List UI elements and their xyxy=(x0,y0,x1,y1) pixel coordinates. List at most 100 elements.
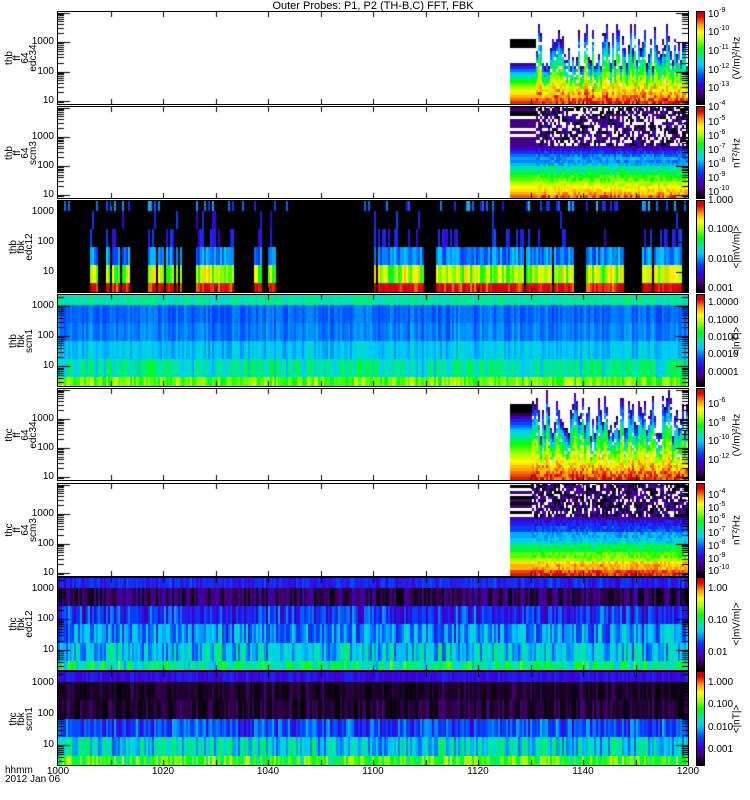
colorbar-gradient xyxy=(697,295,704,386)
y-tick-label: 10 xyxy=(42,360,54,372)
panel-label: thc fbk edc12 xyxy=(8,610,35,638)
colorbar-tick-base: 10 xyxy=(708,528,720,540)
colorbar-tick-base: 10 xyxy=(708,553,720,565)
colorbar-tick-label: 1.000 xyxy=(708,677,734,688)
colorbar-tick-label: 0.0010 xyxy=(708,349,739,361)
colorbar-tick-exponent: -10 xyxy=(719,185,730,193)
colorbar-tick-exponent: -5 xyxy=(719,114,726,122)
colorbar-tick-label: 10-10 xyxy=(708,25,729,39)
colorbar-tick-exponent: -6 xyxy=(719,128,726,136)
colorbar-unit-label: <|mV/m|> xyxy=(731,225,743,268)
colorbar-tick-label: 10-12 xyxy=(708,453,730,467)
spectrogram-image xyxy=(58,672,688,765)
colorbar-tick-label: 0.001 xyxy=(708,744,734,756)
y-tick-label: 1000 xyxy=(31,677,54,689)
colorbar xyxy=(696,388,705,481)
colorbar-gradient xyxy=(697,672,704,765)
colorbar-tick-base: 10 xyxy=(708,83,720,95)
y-tick-label: 1000 xyxy=(31,36,54,48)
y-tick-label: 10 xyxy=(42,94,54,106)
spectrogram-image xyxy=(58,12,688,104)
x-tick-label: 1100 xyxy=(362,766,384,777)
colorbar-tick-exponent: -10 xyxy=(719,434,730,442)
colorbar-tick-base: 10 xyxy=(708,515,720,527)
colorbar xyxy=(696,106,705,199)
colorbar-unit-label: (V/m)²/Hz xyxy=(731,36,743,80)
colorbar-tick-base: 10 xyxy=(708,417,720,429)
colorbar xyxy=(696,671,705,766)
colorbar-unit-label: (V/m)²/Hz xyxy=(731,413,743,456)
spectrogram-image xyxy=(58,578,688,670)
colorbar-tick-exponent: -4 xyxy=(719,488,726,496)
panel-label-line: scm1 xyxy=(24,328,35,353)
colorbar-tick-exponent: -11 xyxy=(719,43,729,51)
colorbar-tick-label: 10-6 xyxy=(708,396,726,411)
y-tick-label: 10 xyxy=(42,471,54,483)
colorbar-unit-label: <|nT|> xyxy=(731,326,743,355)
colorbar-tick-label: 10-7 xyxy=(708,142,726,157)
colorbar-tick-base: 10 xyxy=(708,102,720,114)
panel-label-line: scm3 xyxy=(28,518,39,542)
colorbar xyxy=(696,200,705,293)
spectrogram-panel-2 xyxy=(57,106,689,199)
panel-label: thb ff 64 scm3 xyxy=(4,141,39,165)
colorbar-tick-exponent: -4 xyxy=(719,100,726,108)
y-tick-label: 10 xyxy=(42,189,54,201)
colorbar-tick-base: 10 xyxy=(708,45,720,57)
colorbar-unit-label: <|mV/m|> xyxy=(731,602,743,646)
colorbar-tick-exponent: -7 xyxy=(719,142,726,150)
colorbar-tick-base: 10 xyxy=(708,144,720,156)
panel-label-line: edc34 xyxy=(28,420,39,449)
colorbar-tick-base: 10 xyxy=(708,130,720,142)
colorbar-tick-label: 10-10 xyxy=(708,185,730,199)
colorbar-tick-exponent: -8 xyxy=(719,156,726,164)
colorbar-tick-base: 10 xyxy=(708,398,720,410)
colorbar-tick-base: 10 xyxy=(708,27,720,39)
y-tick-label: 100 xyxy=(37,65,54,77)
colorbar-tick-label: 10-8 xyxy=(708,156,726,171)
colorbar-tick-label: 10-9 xyxy=(708,6,726,21)
colorbar-tick-label: 1.0000 xyxy=(708,297,739,309)
colorbar-tick-exponent: -9 xyxy=(719,170,726,178)
colorbar-tick-label: 0.100 xyxy=(708,699,734,711)
colorbar-tick-base: 10 xyxy=(708,64,720,76)
colorbar-gradient xyxy=(697,107,704,198)
x-tick-label: 1020 xyxy=(151,766,175,777)
colorbar-tick-base: 10 xyxy=(708,187,720,199)
colorbar-tick-label: 0.0001 xyxy=(708,366,739,378)
y-tick-label: 1000 xyxy=(31,583,54,595)
colorbar-gradient xyxy=(697,578,704,670)
colorbar-tick-label: 10-12 xyxy=(708,62,730,77)
colorbar-tick-label: 10-10 xyxy=(708,434,730,448)
colorbar-tick-exponent: -12 xyxy=(719,62,730,70)
spectrogram-image xyxy=(58,107,688,198)
panel-label-line: edc34 xyxy=(28,44,39,72)
colorbar-tick-base: 10 xyxy=(708,540,720,552)
x-axis-label: hhmm xyxy=(5,765,33,776)
panel-label: thb ff 64 edc34 xyxy=(4,44,39,72)
colorbar-unit-label: nT²/Hz xyxy=(731,515,743,545)
colorbar-tick-exponent: -9 xyxy=(719,6,726,14)
colorbar-tick-exponent: -12 xyxy=(719,453,730,461)
colorbar-tick-base: 10 xyxy=(708,490,720,502)
colorbar-tick-label: 10-8 xyxy=(708,539,725,553)
colorbar-tick-label: 10-4 xyxy=(708,100,726,114)
colorbar-tick-exponent: -6 xyxy=(719,396,726,404)
x-tick-label: 1040 xyxy=(256,766,280,777)
y-tick-label: 100 xyxy=(37,441,54,453)
panel-label-line: edc12 xyxy=(24,610,35,638)
spectrogram-panel-5 xyxy=(57,388,689,481)
colorbar-tick-base: 10 xyxy=(708,158,720,170)
colorbar-tick-label: 0.010 xyxy=(708,253,734,265)
colorbar-tick-label: 10-8 xyxy=(708,416,725,430)
y-tick-label: 10 xyxy=(42,566,54,578)
x-tick-label: 1140 xyxy=(572,766,594,777)
y-tick-label: 10 xyxy=(42,738,54,750)
spectrogram-image xyxy=(58,295,688,386)
colorbar-tick-label: 10-4 xyxy=(708,488,726,502)
colorbar-tick-label: 0.0100 xyxy=(708,331,739,343)
colorbar-tick-label: 0.001 xyxy=(708,283,734,295)
figure-title: Outer Probes: P1, P2 (TH-B,C) FFT, FBK xyxy=(272,0,474,12)
colorbar-tick-label: 0.01 xyxy=(708,647,728,658)
